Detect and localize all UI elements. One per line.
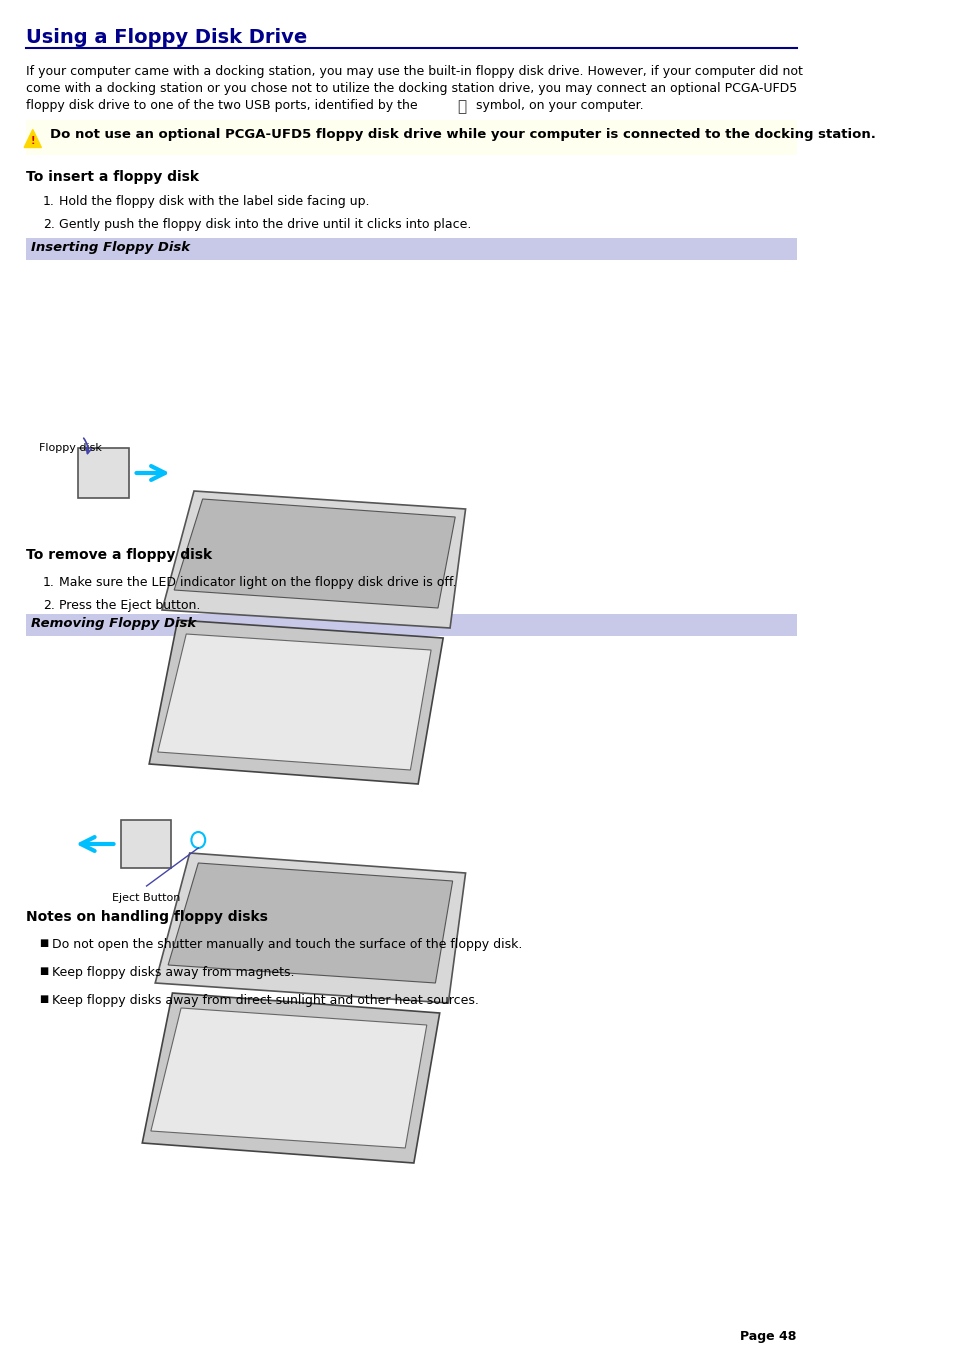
Text: Do not use an optional PCGA-UFD5 floppy disk drive while your computer is connec: Do not use an optional PCGA-UFD5 floppy … [50,128,875,141]
Text: ■: ■ [39,938,48,948]
Text: Gently push the floppy disk into the drive until it clicks into place.: Gently push the floppy disk into the dri… [58,218,471,231]
Polygon shape [168,863,452,984]
Text: Keep floppy disks away from direct sunlight and other heat sources.: Keep floppy disks away from direct sunli… [51,994,478,1006]
Text: !: ! [30,136,35,146]
Polygon shape [24,130,41,147]
Text: Keep floppy disks away from magnets.: Keep floppy disks away from magnets. [51,966,294,979]
Text: To insert a floppy disk: To insert a floppy disk [26,170,198,184]
Text: Floppy disk: Floppy disk [39,443,102,453]
Text: Press the Eject button.: Press the Eject button. [58,598,200,612]
Polygon shape [149,620,443,784]
Text: 1.: 1. [43,195,55,208]
Text: Removing Floppy Disk: Removing Floppy Disk [31,617,196,630]
Polygon shape [157,634,431,770]
Text: Make sure the LED indicator light on the floppy disk drive is off.: Make sure the LED indicator light on the… [58,576,456,589]
Text: If your computer came with a docking station, you may use the built-in floppy di: If your computer came with a docking sta… [26,65,801,78]
Text: ■: ■ [39,966,48,975]
Polygon shape [155,852,465,1002]
Polygon shape [174,499,455,608]
Text: Page 48: Page 48 [740,1329,796,1343]
Polygon shape [151,1008,426,1148]
FancyArrowPatch shape [81,838,113,851]
FancyBboxPatch shape [26,120,796,155]
Text: ⑂: ⑂ [456,99,466,113]
Text: Inserting Floppy Disk: Inserting Floppy Disk [31,240,190,254]
FancyArrowPatch shape [136,466,165,480]
Text: 2.: 2. [43,218,55,231]
FancyBboxPatch shape [77,449,130,499]
Text: Hold the floppy disk with the label side facing up.: Hold the floppy disk with the label side… [58,195,369,208]
Text: ■: ■ [39,994,48,1004]
Text: 2.: 2. [43,598,55,612]
Text: floppy disk drive to one of the two USB ports, identified by the: floppy disk drive to one of the two USB … [26,99,417,112]
Text: symbol, on your computer.: symbol, on your computer. [476,99,643,112]
Text: Using a Floppy Disk Drive: Using a Floppy Disk Drive [26,28,307,47]
Text: To remove a floppy disk: To remove a floppy disk [26,549,212,562]
Text: Eject Button: Eject Button [112,893,180,902]
Text: Do not open the shutter manually and touch the surface of the floppy disk.: Do not open the shutter manually and tou… [51,938,521,951]
Text: 1.: 1. [43,576,55,589]
Text: come with a docking station or you chose not to utilize the docking station driv: come with a docking station or you chose… [26,82,797,95]
Polygon shape [142,993,439,1163]
FancyBboxPatch shape [26,613,796,636]
FancyBboxPatch shape [26,238,796,259]
FancyBboxPatch shape [121,820,171,867]
Text: Notes on handling floppy disks: Notes on handling floppy disks [26,911,268,924]
Polygon shape [162,490,465,628]
